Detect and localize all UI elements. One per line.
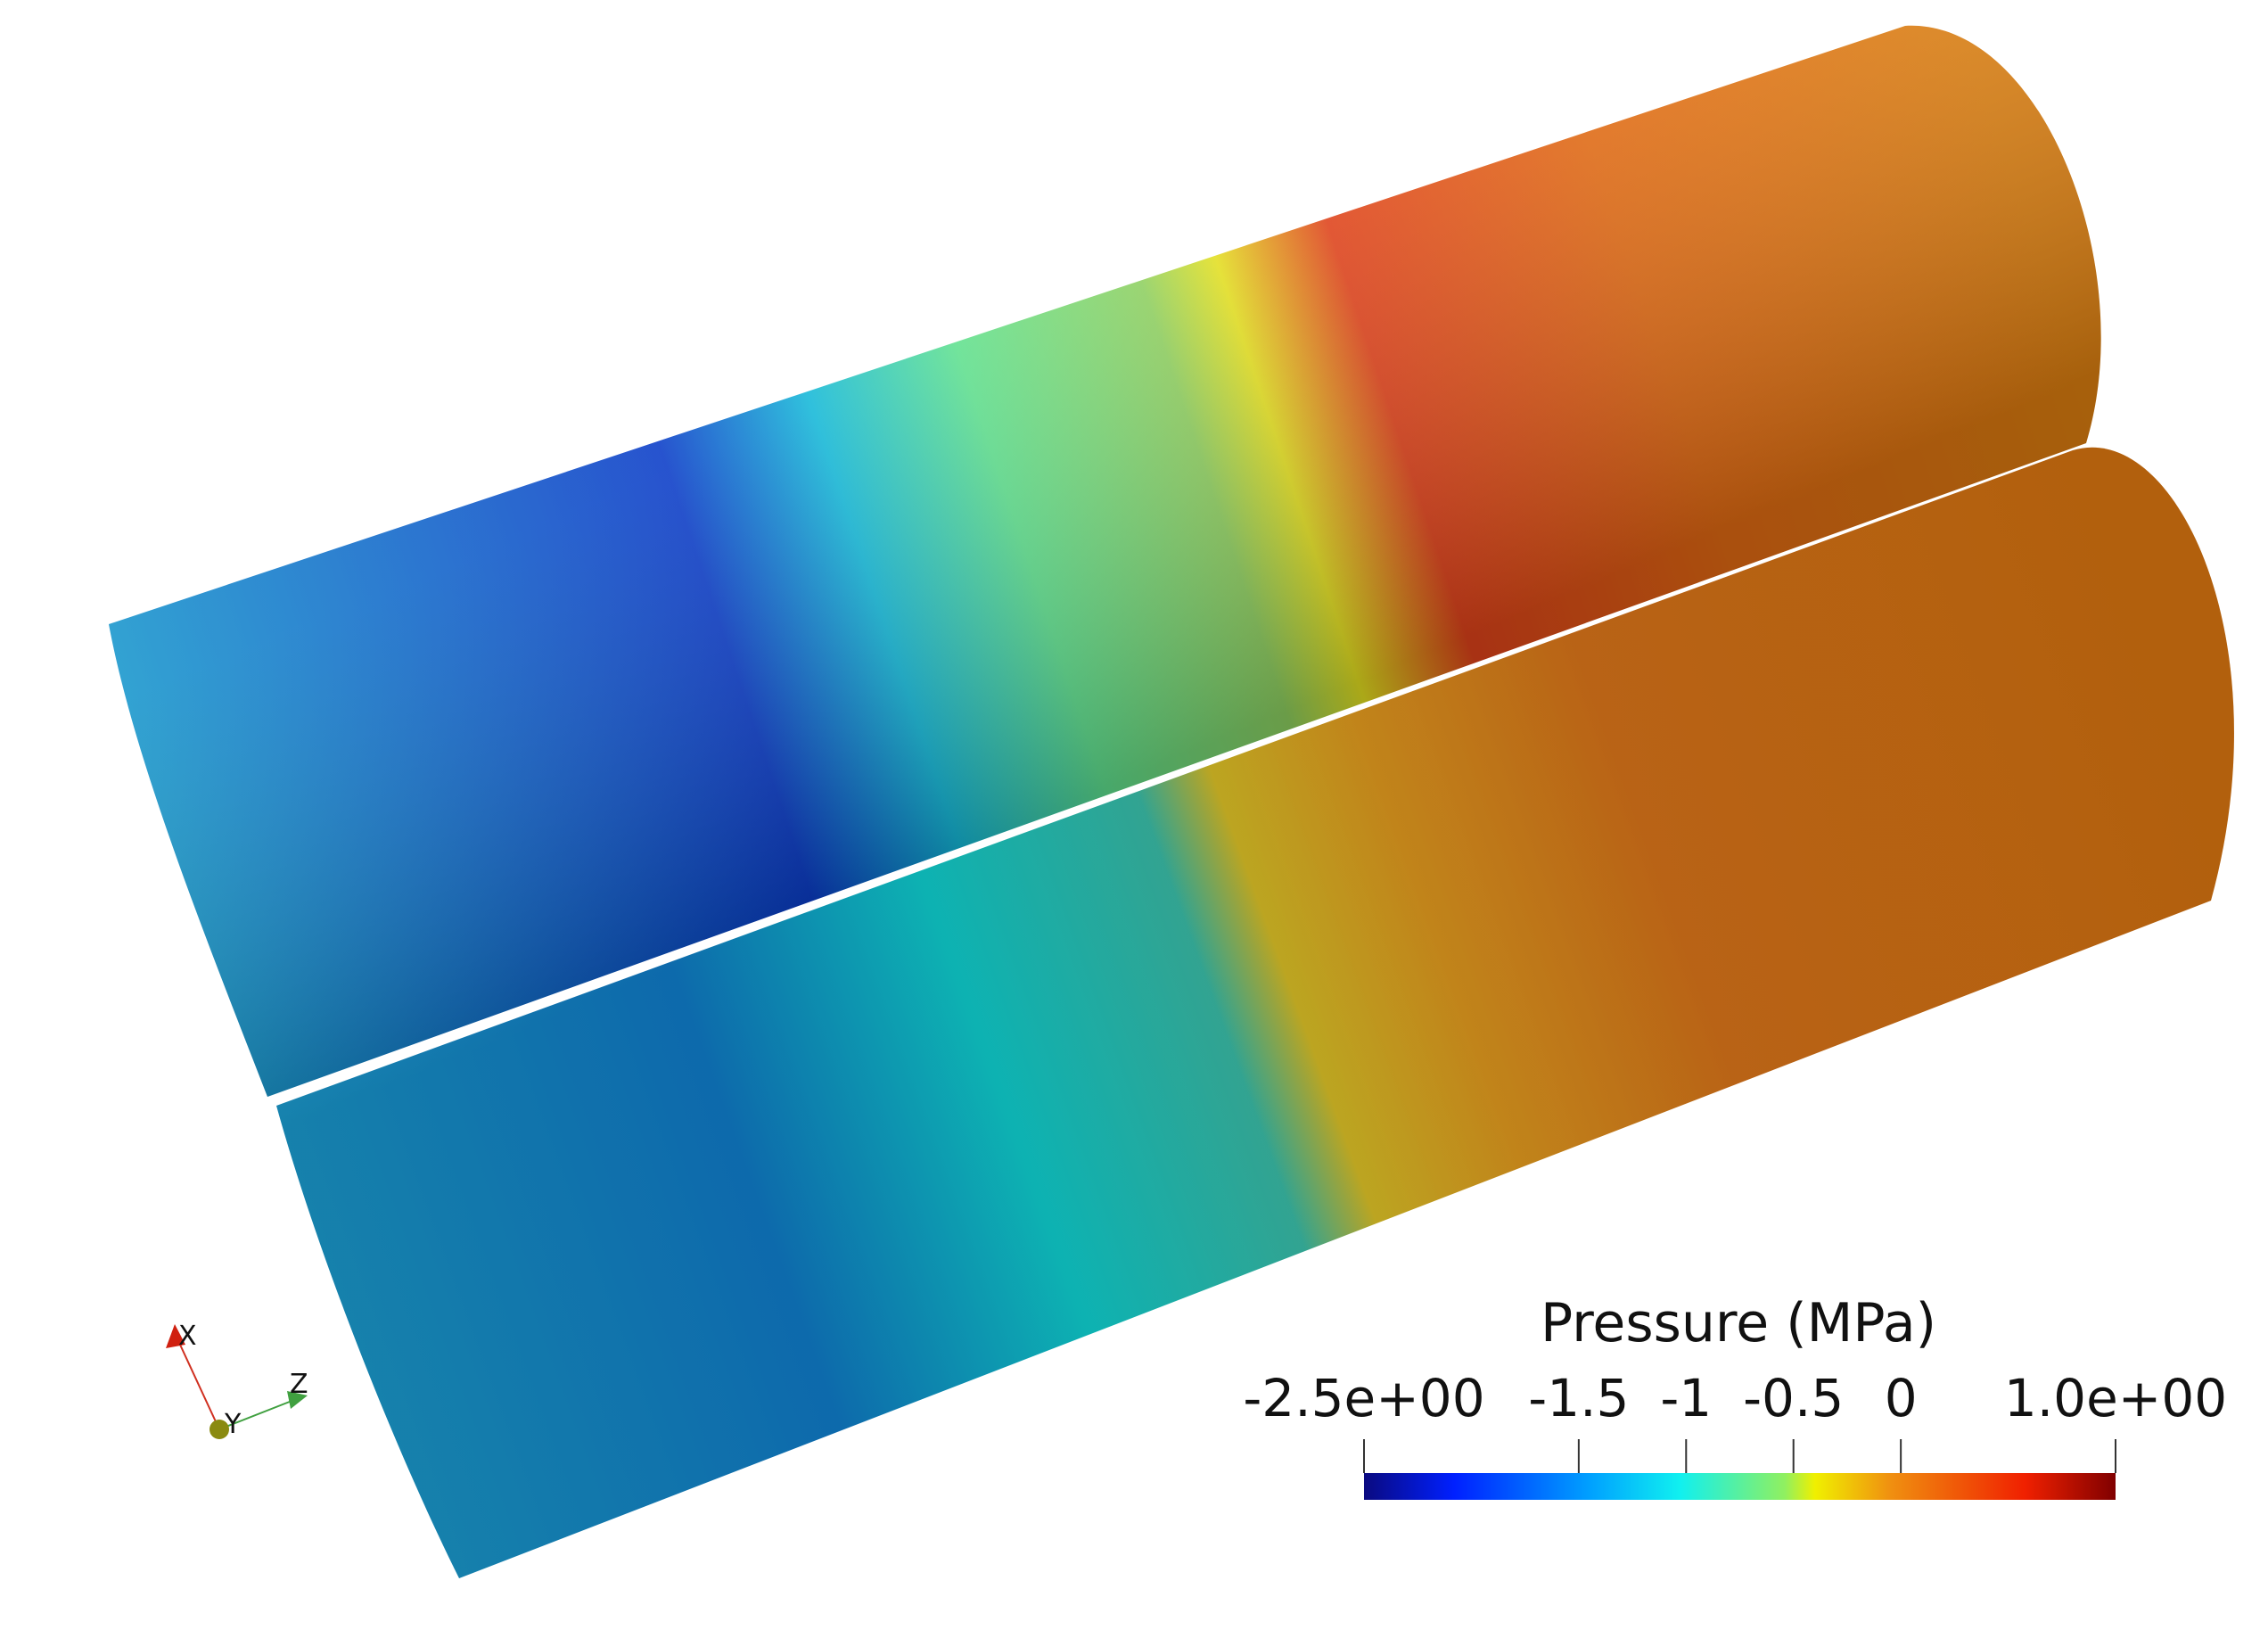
axis-label-x: X <box>178 1321 197 1352</box>
orientation-axes: X Y Z <box>166 1321 308 1440</box>
axis-label-y: Y <box>224 1409 242 1440</box>
top-cylinder <box>109 25 2101 1098</box>
tick-label: -1 <box>1660 1368 1712 1428</box>
bottom-cylinder <box>276 447 2234 1578</box>
tick-label: 0 <box>1885 1368 1918 1428</box>
color-bar <box>1364 1473 2116 1500</box>
color-legend: Pressure (MPa) -2.5e+00 -1.5 -1 -0.5 0 1.0e+0… <box>1243 1292 2227 1500</box>
axis-label-z: Z <box>290 1369 308 1400</box>
tick-label: 1.0e+00 <box>2004 1368 2227 1428</box>
color-legend-title: Pressure (MPa) <box>1541 1292 1936 1354</box>
tick-label: -1.5 <box>1528 1368 1629 1428</box>
tick-label: -2.5e+00 <box>1243 1368 1484 1428</box>
tick-label: -0.5 <box>1743 1368 1844 1428</box>
